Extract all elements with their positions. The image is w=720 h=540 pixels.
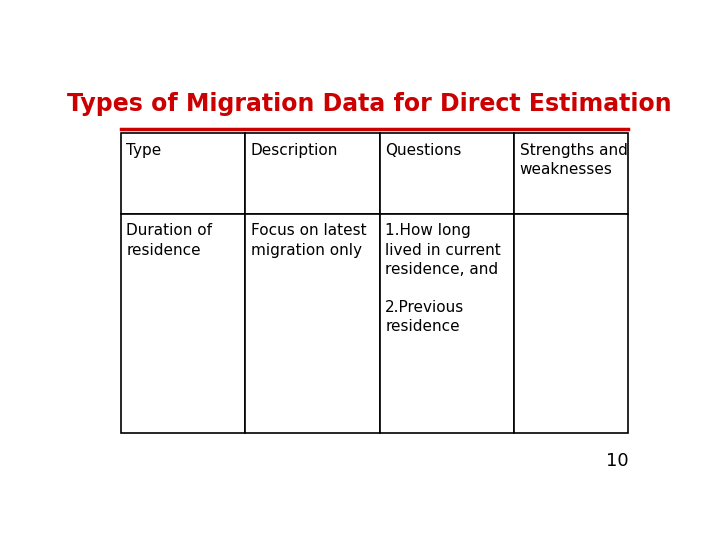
- Text: 1.How long
lived in current
residence, and

2.Previous
residence: 1.How long lived in current residence, a…: [385, 224, 501, 334]
- Text: Focus on latest
migration only: Focus on latest migration only: [251, 224, 366, 258]
- Text: Questions: Questions: [385, 143, 462, 158]
- Text: Duration of
residence: Duration of residence: [126, 224, 212, 258]
- Text: Strengths and
weaknesses: Strengths and weaknesses: [520, 143, 628, 177]
- Bar: [245, 133, 379, 214]
- Bar: [379, 214, 514, 433]
- Bar: [379, 133, 514, 214]
- Text: Description: Description: [251, 143, 338, 158]
- Text: Types of Migration Data for Direct Estimation: Types of Migration Data for Direct Estim…: [67, 92, 671, 116]
- Text: Type: Type: [126, 143, 161, 158]
- Bar: [121, 133, 245, 214]
- Bar: [514, 214, 629, 433]
- Bar: [514, 133, 629, 214]
- Text: 10: 10: [606, 452, 629, 470]
- Bar: [245, 214, 379, 433]
- Bar: [121, 214, 245, 433]
